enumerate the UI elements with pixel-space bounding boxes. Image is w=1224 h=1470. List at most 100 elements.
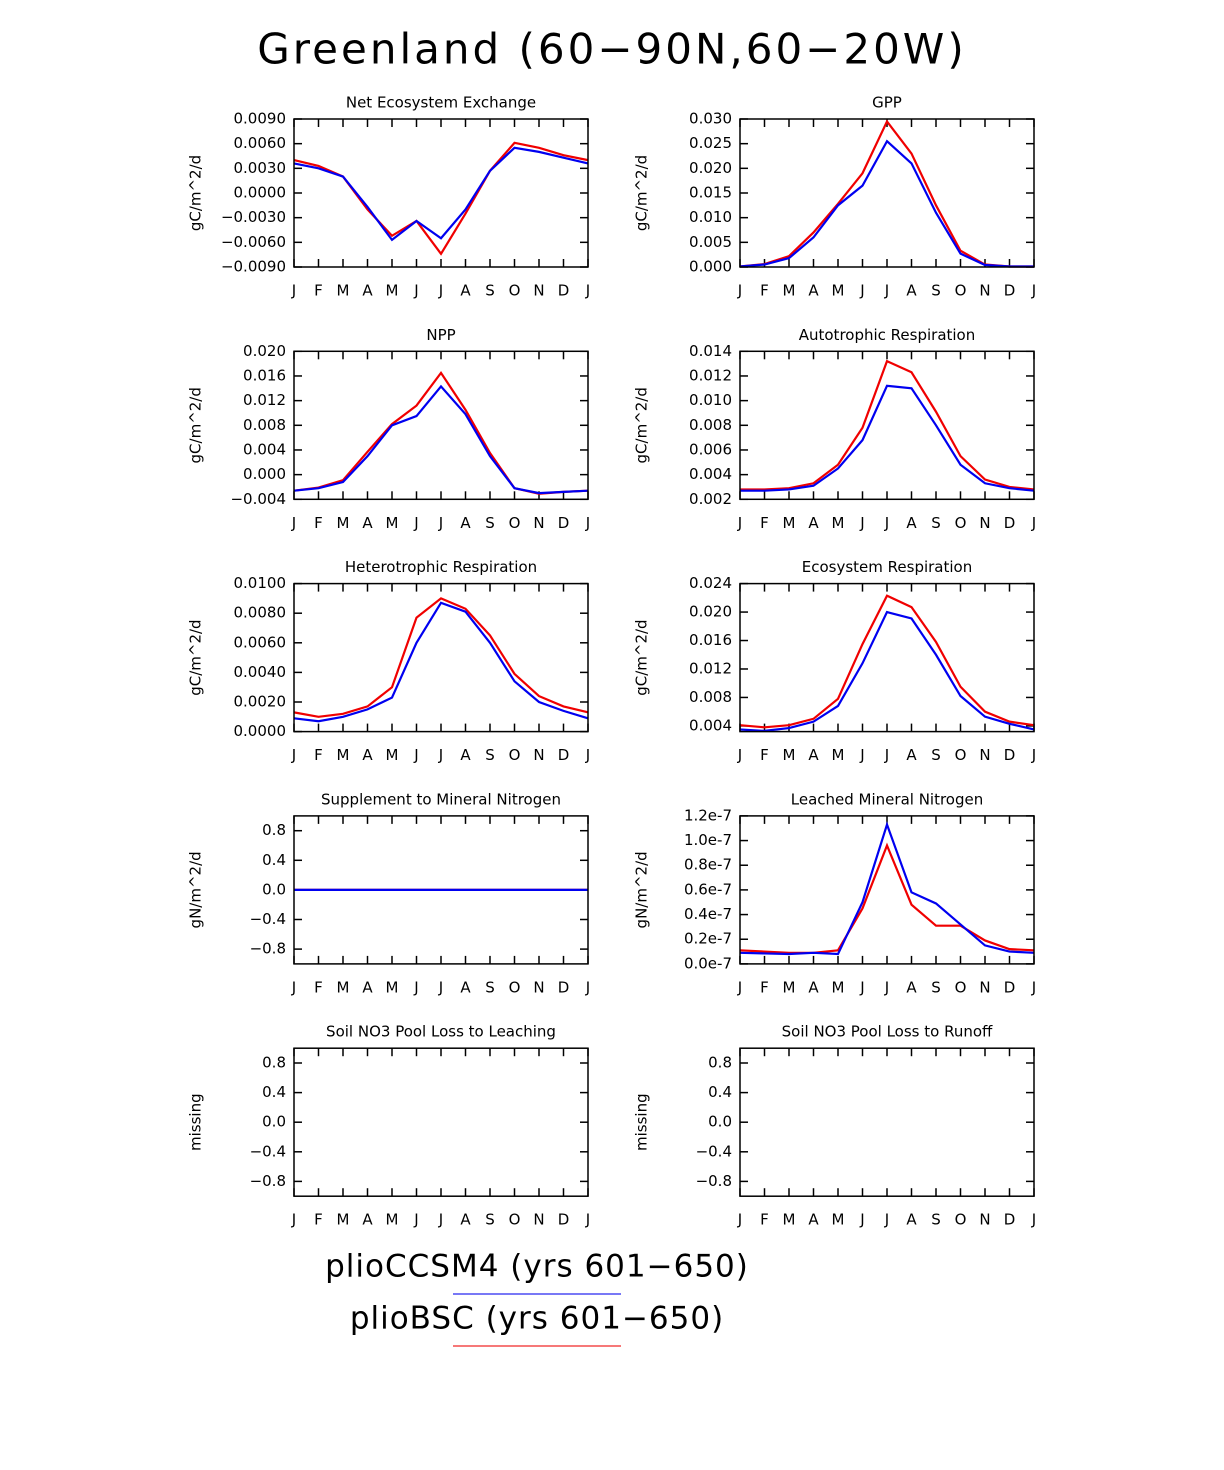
plot-frame: [739, 118, 1035, 268]
x-tick-label: A: [362, 978, 373, 996]
x-tick-label: J: [1031, 282, 1036, 300]
x-tick-label: F: [314, 282, 323, 300]
x-tick-label: J: [438, 746, 443, 764]
x-tick-label: J: [291, 1211, 296, 1229]
y-tick-label: 0.008: [689, 416, 732, 434]
y-tick-label: 0.0: [262, 880, 286, 898]
y-tick-label: 0.0: [262, 1113, 286, 1131]
x-tick-label: M: [386, 282, 399, 300]
panel-title: Net Ecosystem Exchange: [346, 94, 536, 112]
x-tick-label: J: [585, 514, 590, 532]
x-tick-label: A: [808, 746, 819, 764]
plot-frame: [293, 815, 589, 965]
x-tick-label: M: [783, 1211, 796, 1229]
y-axis-label: gC/m^2/d: [187, 387, 205, 463]
x-tick-label: J: [413, 282, 418, 300]
y-tick-label: 0.014: [689, 342, 732, 360]
x-tick-label: A: [362, 514, 373, 532]
panel-title: Soil NO3 Pool Loss to Runoff: [782, 1023, 993, 1041]
x-tick-label: O: [509, 282, 521, 300]
x-tick-label: F: [314, 978, 323, 996]
x-tick-label: F: [314, 514, 323, 532]
x-tick-label: J: [1031, 978, 1036, 996]
x-tick-label: A: [808, 514, 819, 532]
x-tick-label: O: [509, 1211, 521, 1229]
y-tick-label: 0.0020: [234, 693, 287, 711]
x-tick-label: J: [884, 746, 889, 764]
y-tick-label: 0.8: [262, 821, 286, 839]
y-tick-label: 0.015: [689, 184, 732, 202]
x-tick-label: A: [362, 746, 373, 764]
y-tick-label: 0.8e-7: [684, 856, 732, 874]
x-tick-label: A: [460, 746, 471, 764]
x-tick-label: J: [1031, 1211, 1036, 1229]
x-tick-label: J: [859, 746, 864, 764]
x-tick-label: S: [931, 1211, 941, 1229]
x-tick-label: D: [1004, 978, 1016, 996]
x-tick-label: J: [291, 746, 296, 764]
x-tick-label: S: [931, 282, 941, 300]
x-tick-label: F: [760, 1211, 769, 1229]
x-tick-label: A: [808, 978, 819, 996]
x-tick-label: O: [955, 514, 967, 532]
series-line: [293, 601, 589, 723]
x-tick-label: A: [460, 282, 471, 300]
x-tick-label: J: [438, 1211, 443, 1229]
y-tick-label: 0.020: [243, 342, 286, 360]
y-tick-label: 0.010: [689, 391, 732, 409]
y-tick-label: 1.0e-7: [684, 831, 732, 849]
x-tick-label: F: [760, 514, 769, 532]
y-tick-label: −0.4: [696, 1142, 732, 1160]
x-tick-label: A: [460, 978, 471, 996]
y-tick-label: −0.8: [250, 940, 286, 958]
x-tick-label: N: [533, 514, 544, 532]
y-tick-label: 0.012: [689, 659, 732, 677]
y-tick-label: 0.0040: [234, 663, 287, 681]
x-tick-label: A: [460, 1211, 471, 1229]
y-tick-label: 0.002: [689, 490, 732, 508]
x-tick-label: J: [585, 978, 590, 996]
x-tick-label: M: [832, 514, 845, 532]
x-tick-label: J: [413, 978, 418, 996]
x-tick-label: A: [906, 282, 917, 300]
x-tick-label: M: [386, 1211, 399, 1229]
x-tick-label: S: [485, 1211, 495, 1229]
y-tick-label: −0.0030: [221, 208, 286, 226]
y-axis-label: gC/m^2/d: [633, 619, 651, 695]
x-tick-label: S: [485, 978, 495, 996]
x-tick-label: M: [337, 978, 350, 996]
y-tick-label: 0.004: [243, 440, 286, 458]
y-tick-label: 0.008: [243, 416, 286, 434]
series-line: [739, 594, 1035, 729]
y-tick-label: −0.004: [230, 490, 286, 508]
x-tick-label: J: [438, 978, 443, 996]
x-tick-label: N: [979, 978, 990, 996]
page-title: Greenland (60−90N,60−20W): [257, 25, 966, 74]
x-tick-label: A: [906, 978, 917, 996]
y-tick-label: −0.8: [696, 1172, 732, 1190]
x-tick-label: M: [832, 978, 845, 996]
x-tick-label: A: [362, 1211, 373, 1229]
y-tick-label: 0.000: [243, 465, 286, 483]
x-tick-label: J: [884, 514, 889, 532]
x-tick-label: M: [783, 746, 796, 764]
x-tick-label: M: [386, 514, 399, 532]
plot-frame: [293, 582, 589, 733]
x-tick-label: J: [884, 282, 889, 300]
series-line: [739, 610, 1035, 732]
x-tick-label: J: [291, 514, 296, 532]
x-tick-label: S: [485, 514, 495, 532]
x-tick-label: D: [558, 978, 570, 996]
y-tick-label: 0.8: [708, 1054, 732, 1072]
y-tick-label: 0.0: [708, 1113, 732, 1131]
y-tick-label: 0.020: [689, 159, 732, 177]
x-tick-label: J: [585, 282, 590, 300]
x-tick-label: D: [558, 1211, 570, 1229]
y-tick-label: 0.0080: [234, 604, 287, 622]
y-tick-label: −0.0060: [221, 233, 286, 251]
plot-frame: [293, 118, 589, 268]
x-tick-label: J: [737, 746, 742, 764]
y-tick-label: 0.0090: [234, 110, 287, 128]
series-line: [740, 384, 1035, 492]
